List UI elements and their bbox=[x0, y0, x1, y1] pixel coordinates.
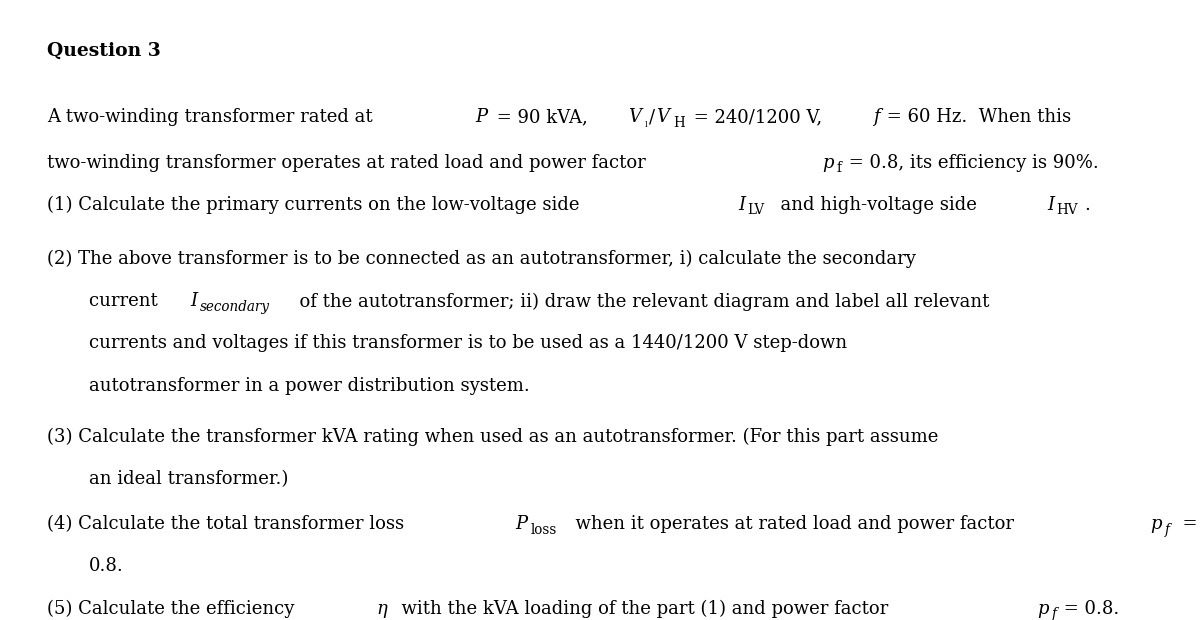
Text: = 240/1200 V,: = 240/1200 V, bbox=[688, 108, 834, 126]
Text: two-winding transformer operates at rated load and power factor: two-winding transformer operates at rate… bbox=[47, 154, 658, 172]
Text: η: η bbox=[376, 600, 386, 618]
Text: = 0.8.: = 0.8. bbox=[1058, 600, 1120, 618]
Text: H: H bbox=[673, 116, 685, 130]
Text: an ideal transformer.): an ideal transformer.) bbox=[89, 470, 288, 488]
Text: p: p bbox=[1037, 600, 1049, 618]
Text: = 60 Hz.  When this: = 60 Hz. When this bbox=[881, 108, 1072, 126]
Text: f: f bbox=[1051, 607, 1057, 620]
Text: (3) Calculate the transformer kVA rating when used as an autotransformer. (For t: (3) Calculate the transformer kVA rating… bbox=[47, 428, 938, 446]
Text: f: f bbox=[836, 161, 842, 175]
Text: I: I bbox=[1048, 196, 1055, 214]
Text: = 0.8, its efficiency is 90%.: = 0.8, its efficiency is 90%. bbox=[844, 154, 1099, 172]
Text: (2) The above transformer is to be connected as an autotransformer, i) calculate: (2) The above transformer is to be conne… bbox=[47, 250, 916, 268]
Text: /: / bbox=[649, 108, 655, 126]
Text: with the kVA loading of the part (1) and power factor: with the kVA loading of the part (1) and… bbox=[390, 600, 900, 618]
Text: P: P bbox=[516, 515, 528, 533]
Text: A two-winding transformer rated at: A two-winding transformer rated at bbox=[47, 108, 384, 126]
Text: ₗ: ₗ bbox=[644, 116, 648, 130]
Text: f: f bbox=[1165, 523, 1170, 536]
Text: f: f bbox=[872, 108, 880, 126]
Text: (1) Calculate the primary currents on the low-voltage side: (1) Calculate the primary currents on th… bbox=[47, 196, 592, 214]
Text: secondary: secondary bbox=[199, 299, 270, 314]
Text: autotransformer in a power distribution system.: autotransformer in a power distribution … bbox=[89, 377, 529, 395]
Text: (4) Calculate the total transformer loss: (4) Calculate the total transformer loss bbox=[47, 515, 416, 533]
Text: = 90 kVA,: = 90 kVA, bbox=[491, 108, 599, 126]
Text: (5) Calculate the efficiency: (5) Calculate the efficiency bbox=[47, 600, 306, 618]
Text: V: V bbox=[629, 108, 641, 126]
Text: p: p bbox=[1151, 515, 1162, 533]
Text: HV: HV bbox=[1057, 203, 1078, 217]
Text: .: . bbox=[1084, 196, 1090, 214]
Text: and high-voltage side: and high-voltage side bbox=[769, 196, 989, 214]
Text: when it operates at rated load and power factor: when it operates at rated load and power… bbox=[564, 515, 1026, 533]
Text: I: I bbox=[191, 292, 198, 310]
Text: P: P bbox=[475, 108, 487, 126]
Text: LV: LV bbox=[748, 203, 764, 217]
Text: current: current bbox=[89, 292, 169, 310]
Text: =: = bbox=[1171, 515, 1198, 533]
Text: p: p bbox=[822, 154, 834, 172]
Text: currents and voltages if this transformer is to be used as a 1440/1200 V step-do: currents and voltages if this transforme… bbox=[89, 334, 847, 353]
Text: loss: loss bbox=[530, 523, 557, 536]
Text: I: I bbox=[738, 196, 745, 214]
Text: of the autotransformer; ii) draw the relevant diagram and label all relevant: of the autotransformer; ii) draw the rel… bbox=[288, 292, 990, 311]
Text: 0.8.: 0.8. bbox=[89, 557, 124, 575]
Text: V: V bbox=[656, 108, 670, 126]
Text: Question 3: Question 3 bbox=[47, 42, 161, 60]
